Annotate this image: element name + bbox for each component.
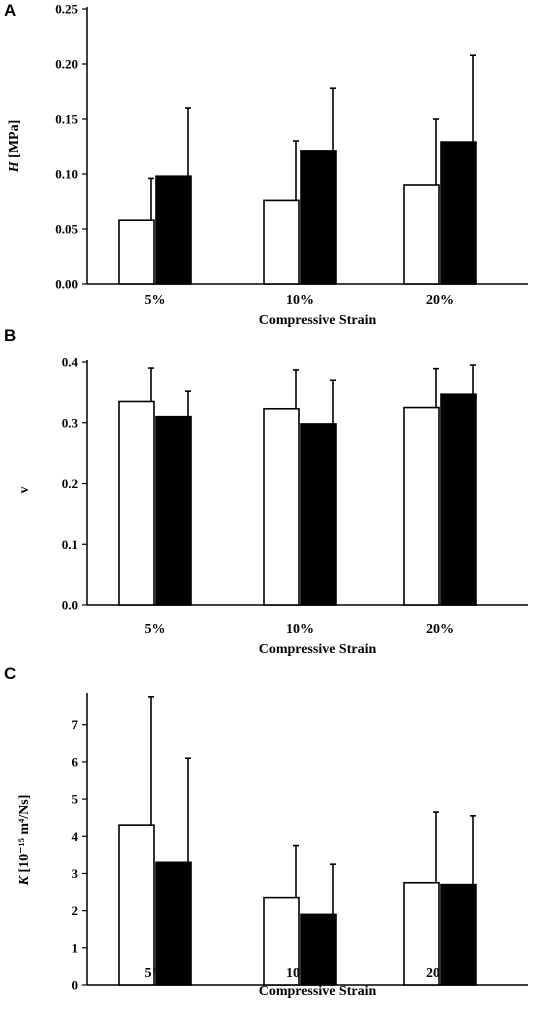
y-tick-label: 0.25 <box>55 2 78 17</box>
bar <box>118 824 155 986</box>
bar <box>263 199 300 285</box>
chart-panel-c: C 0 1 2 3 4 5 6 7 5% 10% 20% Compressive Strain K [10… <box>4 664 528 999</box>
y-tick-label: 1 <box>72 940 79 955</box>
x-category-label: 5% <box>145 622 166 637</box>
chart-panel-a: A 0.00 0.05 0.10 0.15 0.20 0.25 5% 10% 20% Compres… <box>4 1 528 328</box>
bar <box>263 407 300 606</box>
y-tick-label: 0 <box>72 978 79 993</box>
y-axis-label-unit: v <box>17 487 32 494</box>
y-axis-label: H [MPa] <box>7 120 22 173</box>
y-tick-label: 2 <box>72 903 79 918</box>
y-tick-label: 0.2 <box>62 476 78 491</box>
bar <box>440 883 477 986</box>
bar <box>403 184 440 285</box>
bar <box>440 393 477 606</box>
y-axis-label-unit: [10⁻¹⁵ m⁴/Ns] <box>17 795 32 876</box>
bar <box>155 415 192 606</box>
y-tick-label: 7 <box>72 717 79 732</box>
panel-letter: A <box>4 1 16 20</box>
y-tick-label: 0.15 <box>55 112 78 127</box>
y-axis-label-symbol: H <box>7 160 22 173</box>
x-category-label: 5% <box>145 293 166 308</box>
y-tick-label: 3 <box>72 866 79 881</box>
x-category-label: 20% <box>426 622 454 637</box>
y-tick-label: 0.1 <box>62 537 78 552</box>
y-tick-label: 4 <box>72 829 79 844</box>
x-category-label: 20% <box>426 293 454 308</box>
x-axis-label: Compressive Strain <box>259 984 377 999</box>
y-tick-label: 0.3 <box>62 415 79 430</box>
bar <box>440 141 477 285</box>
x-category-label: 10% <box>286 293 314 308</box>
bar <box>403 406 440 606</box>
y-tick-label: 6 <box>72 754 79 769</box>
y-axis-label-unit: [MPa] <box>7 120 22 162</box>
y-tick-label: 0.10 <box>55 167 78 182</box>
bar <box>300 913 337 986</box>
y-tick-label: 0.4 <box>62 355 79 370</box>
x-category-label: 10% <box>286 622 314 637</box>
x-category-label: 5% <box>145 966 166 981</box>
x-category-label: 20% <box>426 966 454 981</box>
x-category-label: 10% <box>286 966 314 981</box>
y-axis-label-symbol: K <box>17 874 32 886</box>
bar <box>118 219 155 285</box>
panel-letter: B <box>4 326 16 345</box>
y-tick-label: 0.0 <box>62 598 78 613</box>
y-tick-label: 0.00 <box>55 277 78 292</box>
bar <box>155 861 192 986</box>
bar <box>263 896 300 986</box>
y-tick-label: 0.05 <box>55 222 78 237</box>
x-axis-label: Compressive Strain <box>259 642 377 657</box>
y-tick-label: 5 <box>72 792 79 807</box>
bar <box>155 175 192 285</box>
panel-letter: C <box>4 664 16 683</box>
y-tick-label: 0.20 <box>55 57 78 72</box>
bar <box>300 150 337 285</box>
chart-panel-b: B 0.0 0.1 0.2 0.3 0.4 5% 10% 20% Compressive Stra… <box>4 326 528 657</box>
bar <box>403 881 440 986</box>
x-axis-label: Compressive Strain <box>259 313 377 328</box>
bar <box>300 423 337 606</box>
bar <box>118 400 155 606</box>
y-axis-label: v <box>17 487 32 494</box>
y-axis-label: K [10⁻¹⁵ m⁴/Ns] <box>17 795 32 887</box>
